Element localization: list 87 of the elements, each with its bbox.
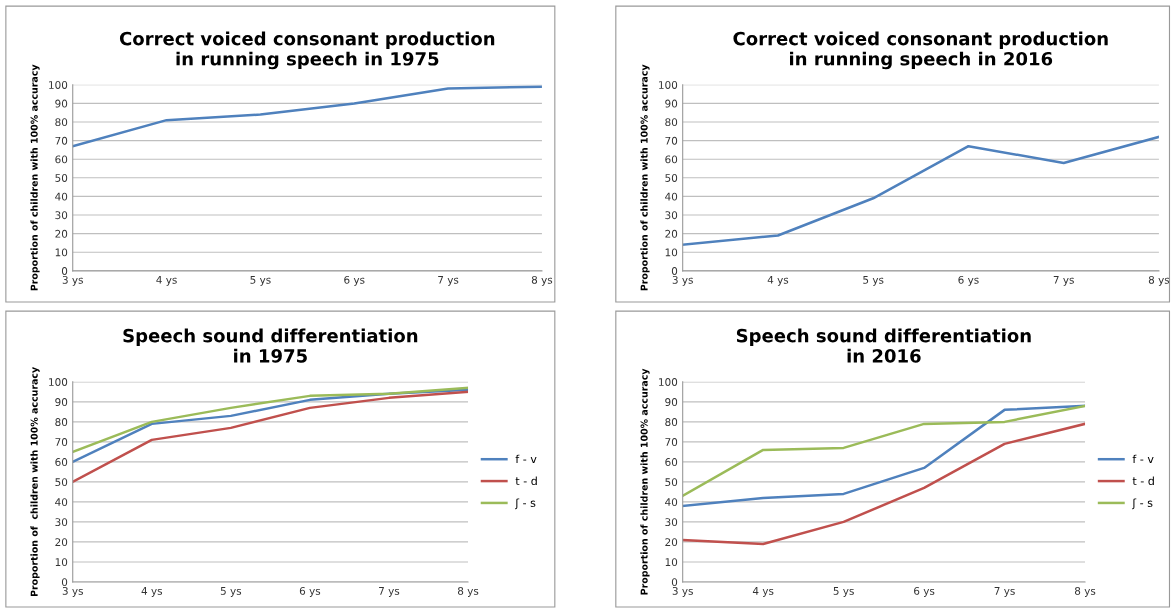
y-tick-label: 40 bbox=[55, 498, 68, 507]
legend-label: ʃ - s bbox=[1132, 498, 1153, 510]
y-tick-label: 100 bbox=[659, 81, 678, 89]
x-tick-label: 6 ys bbox=[914, 586, 935, 597]
x-tick-label: 3 ys bbox=[672, 275, 693, 286]
x-tick-label: 7 ys bbox=[379, 587, 400, 597]
y-tick-label: 90 bbox=[665, 398, 678, 406]
x-tick-label: 7 ys bbox=[994, 587, 1015, 597]
legend-label: f - v bbox=[1132, 454, 1154, 464]
x-tick-label: 5 ys bbox=[863, 276, 884, 286]
line-series bbox=[682, 422, 1086, 546]
chart-title: Correct voiced consonant production in running speech in 2016 bbox=[733, 31, 1108, 70]
x-tick-label: 4 ys bbox=[156, 276, 177, 286]
legend-label: t - d bbox=[1132, 476, 1154, 486]
y-tick-label: 30 bbox=[665, 518, 678, 527]
y-tick-label: 20 bbox=[55, 229, 68, 238]
y-axis-title: Proportion of children with 100% accuracy bbox=[30, 64, 40, 291]
y-tick-label: 20 bbox=[665, 229, 678, 238]
x-tick-label: 6 ys bbox=[344, 275, 365, 286]
y-tick-label: 60 bbox=[665, 458, 678, 466]
x-tick-label: 8 ys bbox=[457, 586, 479, 597]
y-tick-label: 50 bbox=[665, 174, 678, 182]
y-tick-label: 0 bbox=[671, 578, 678, 587]
y-tick-label: 10 bbox=[55, 558, 68, 567]
y-tick-label: 60 bbox=[665, 155, 678, 164]
y-tick-label: 0 bbox=[61, 267, 68, 275]
x-tick-label: 4 ys bbox=[141, 587, 163, 597]
legend-label: t - d bbox=[515, 476, 537, 486]
y-axis-title: Proportion of children with 100% accuracy bbox=[640, 368, 650, 595]
y-tick-label: 0 bbox=[61, 578, 68, 587]
x-tick-label: 3 ys bbox=[62, 586, 83, 597]
y-tick-label: 90 bbox=[55, 99, 68, 108]
y-tick-label: 80 bbox=[665, 418, 678, 426]
y-tick-label: 50 bbox=[55, 478, 68, 487]
x-tick-label: 7 ys bbox=[438, 276, 459, 286]
y-tick-label: 60 bbox=[55, 155, 68, 164]
x-tick-label: 8 ys bbox=[1148, 275, 1170, 286]
chart-title: Correct voiced consonant production in running speech in 1975 bbox=[119, 31, 495, 70]
legend-label: ʃ - s bbox=[515, 498, 536, 510]
y-tick-label: 90 bbox=[665, 99, 678, 108]
line-series bbox=[72, 85, 542, 148]
y-tick-label: 80 bbox=[55, 118, 68, 127]
y-tick-label: 50 bbox=[55, 174, 68, 182]
y-tick-label: 60 bbox=[55, 458, 68, 466]
y-tick-label: 20 bbox=[55, 538, 68, 547]
x-tick-label: 8 ys bbox=[1074, 586, 1096, 597]
y-tick-label: 90 bbox=[55, 398, 68, 406]
x-tick-label: 3 ys bbox=[62, 275, 83, 286]
y-tick-label: 70 bbox=[55, 438, 68, 446]
y-tick-label: 10 bbox=[665, 558, 678, 567]
y-tick-label: 10 bbox=[55, 248, 68, 257]
y-tick-label: 80 bbox=[55, 418, 68, 426]
y-tick-label: 40 bbox=[55, 192, 68, 201]
y-tick-label: 20 bbox=[665, 538, 678, 547]
y-tick-label: 30 bbox=[55, 211, 68, 220]
x-tick-label: 6 ys bbox=[299, 586, 321, 597]
chart-title: Speech sound differentiation in 2016 bbox=[736, 328, 1031, 363]
x-tick-label: 7 ys bbox=[1053, 276, 1074, 286]
y-tick-label: 40 bbox=[665, 192, 678, 201]
legend-label: f - v bbox=[515, 454, 537, 464]
y-tick-label: 70 bbox=[665, 438, 678, 446]
x-tick-label: 3 ys bbox=[672, 586, 693, 597]
x-tick-label: 5 ys bbox=[220, 587, 242, 597]
y-tick-label: 10 bbox=[665, 248, 678, 257]
chart-title: Speech sound differentiation in 1975 bbox=[123, 328, 418, 363]
y-axis-title: Proportion of children with 100% accuracy bbox=[640, 64, 650, 291]
y-tick-label: 100 bbox=[659, 378, 678, 386]
x-tick-label: 6 ys bbox=[958, 275, 979, 286]
y-tick-label: 30 bbox=[665, 211, 678, 220]
x-tick-label: 5 ys bbox=[250, 276, 271, 286]
line-series bbox=[72, 390, 469, 484]
y-tick-label: 70 bbox=[665, 136, 678, 145]
x-tick-label: 8 ys bbox=[531, 275, 553, 286]
line-series bbox=[682, 135, 1159, 247]
x-tick-label: 5 ys bbox=[833, 587, 854, 597]
y-axis-title: Proportion of children with 100% accuracy bbox=[30, 367, 40, 597]
y-tick-label: 100 bbox=[49, 81, 68, 89]
y-tick-label: 80 bbox=[665, 118, 678, 127]
x-tick-label: 4 ys bbox=[752, 587, 774, 597]
y-tick-label: 40 bbox=[665, 498, 678, 507]
y-tick-label: 50 bbox=[665, 478, 678, 487]
y-tick-label: 70 bbox=[55, 136, 68, 145]
x-tick-label: 4 ys bbox=[767, 276, 789, 286]
y-tick-label: 100 bbox=[49, 378, 68, 386]
y-tick-label: 30 bbox=[55, 518, 68, 527]
line-series bbox=[72, 386, 469, 454]
y-tick-label: 0 bbox=[671, 267, 678, 275]
